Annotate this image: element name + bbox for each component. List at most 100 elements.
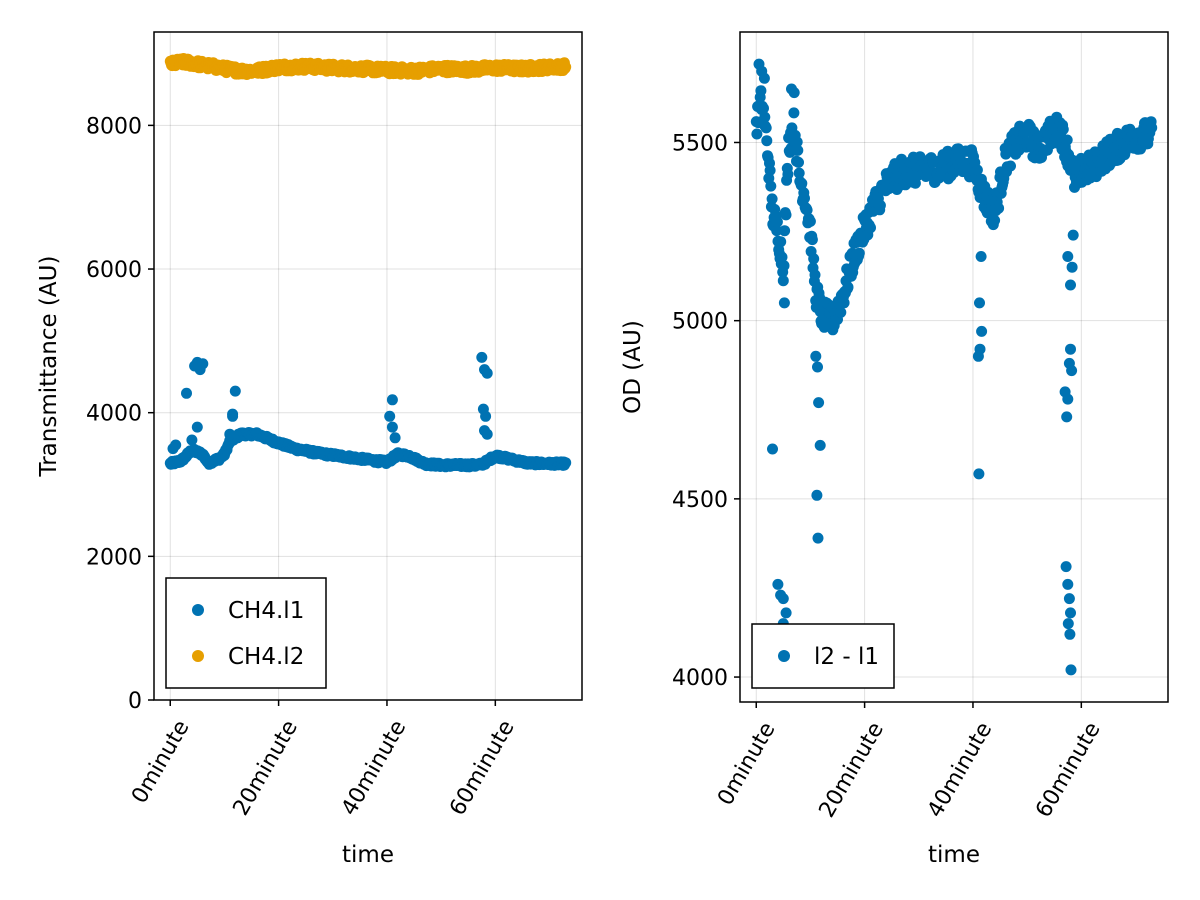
data-point [227,410,239,422]
data-point [1061,134,1073,146]
data-point [1062,251,1074,262]
data-point [806,234,818,246]
data-point [772,578,784,590]
x-tick-label: 20minute [815,718,889,822]
data-point [1066,365,1078,377]
data-point [191,421,203,433]
data-point [1062,618,1074,630]
data-point [386,394,398,406]
data-point [813,397,825,409]
legend-marker [778,650,790,662]
data-point [993,202,1005,214]
legend-marker [192,650,204,662]
data-point [776,251,788,263]
right-panel-od: 0minute 20minute 40minute 60minute 4000 4500 5… [620,31,1169,868]
legend-marker [192,604,204,616]
y-tick-label: 0 [128,689,142,714]
x-axis-title: time [342,842,394,868]
data-point [386,421,398,433]
data-point [814,439,826,451]
data-point [1065,343,1076,355]
data-point [1062,578,1074,590]
data-point [793,167,805,179]
data-point [853,247,865,259]
data-point [560,457,572,469]
data-point [560,61,572,73]
legend-box [751,623,895,689]
data-point [796,177,808,189]
data-point [761,135,773,147]
series-l2 - l1 [750,58,1158,676]
y-tick-label: 5000 [672,310,728,335]
data-point [974,343,986,355]
x-tick-label: 0minute [127,716,194,808]
y-tick-label: 4500 [672,488,728,513]
data-point [1065,279,1076,291]
data-point [973,468,985,480]
legend-label: l2 - l1 [814,644,879,670]
data-point [480,410,492,422]
x-tick-label: 60minute [1031,718,1105,822]
data-point [799,192,810,204]
data-point [874,199,886,211]
data-point [755,85,767,97]
data-point [481,428,493,440]
plot-frame [153,31,583,701]
data-point [801,204,813,216]
data-point [758,72,770,84]
x-tick-label: 0minute [713,718,780,810]
data-point [842,281,854,293]
y-tick-label: 4000 [86,402,142,427]
data-point [1060,561,1072,573]
data-point [759,111,771,123]
data-point [1063,593,1075,605]
data-point [181,387,192,399]
data-point [1064,628,1076,640]
data-point [791,136,803,148]
gridlines [740,32,1168,702]
legend-label: CH4.l1 [228,598,304,624]
data-point [788,107,800,119]
data-point [865,222,876,234]
data-point [767,443,778,455]
legend-label: CH4.l2 [228,644,304,670]
data-point [771,216,783,228]
data-point [1066,261,1078,273]
left-panel-transmittance: 0minute 20minute 40minute 60minute 0 2000 4000… [36,31,583,868]
data-point [793,156,804,168]
x-axis-title: time [928,842,980,868]
series-CH4.l1 [164,351,572,473]
legend: l2 - l1 [751,623,895,689]
data-point [812,532,824,544]
plot-frame [739,31,1169,703]
data-point [809,269,821,281]
data-point [224,428,236,440]
y-axis-title: Transmittance (AU) [36,256,62,478]
data-point [771,225,783,237]
data-point [186,434,198,446]
data-point [780,209,792,221]
data-point [775,236,787,248]
y-tick-label: 2000 [86,545,142,570]
x-tick-label: 40minute [337,716,411,820]
data-point [780,607,792,619]
data-point [1146,122,1158,134]
data-point [971,164,983,176]
series-CH4.l2 [164,53,572,80]
data-point [229,385,241,397]
data-point [1062,393,1074,405]
y-tick-label: 6000 [86,258,142,283]
data-point [838,297,850,309]
x-tick-label: 60minute [445,716,519,820]
data-point [751,128,763,140]
data-point [808,253,820,265]
data-point [476,351,488,363]
data-point [835,306,847,318]
data-point [792,144,804,156]
data-point [1061,411,1073,423]
y-tick-label: 5500 [672,131,728,156]
data-point [758,102,769,114]
data-point [804,215,816,227]
y-tick-label: 4000 [672,666,728,691]
